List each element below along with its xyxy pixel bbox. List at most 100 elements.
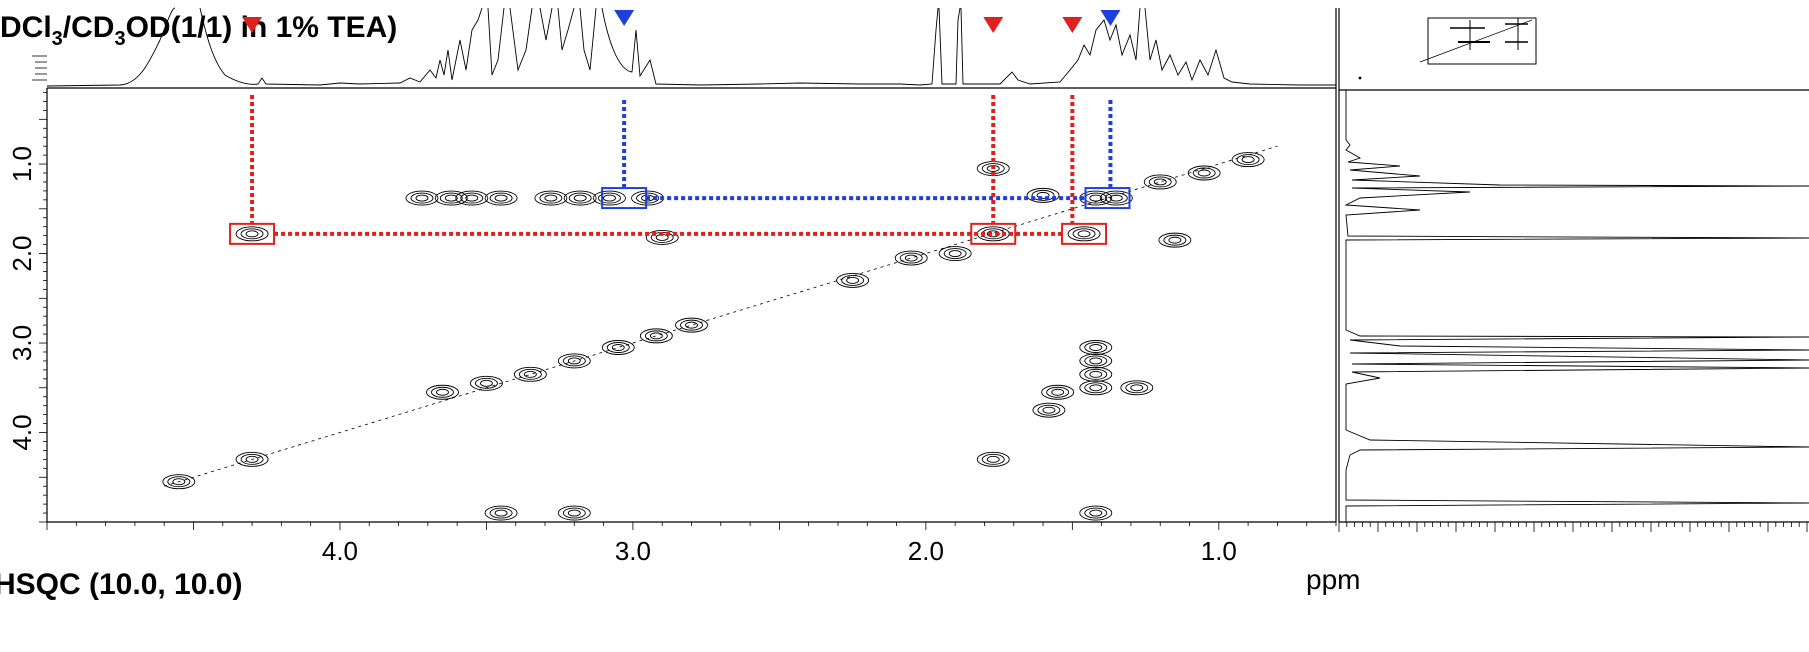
peak-markers <box>242 10 1121 33</box>
contour-ring <box>484 505 518 521</box>
diagonal-ridge <box>164 145 1278 487</box>
contour-ring <box>434 190 468 206</box>
contour-ring <box>904 254 918 262</box>
cross-peak <box>434 190 468 206</box>
contour-ring <box>611 344 625 351</box>
highlight-box <box>1084 187 1131 210</box>
cross-peak <box>513 366 547 382</box>
contour-ring <box>981 228 1005 240</box>
cross-peak <box>469 375 503 391</box>
contour-ring <box>1077 230 1091 238</box>
contour-ring <box>465 194 479 202</box>
contour-ring <box>1148 176 1172 188</box>
contour-ring <box>240 453 264 465</box>
y-tick-label: 4.0 <box>7 414 37 450</box>
contour-ring <box>544 194 558 202</box>
peak-marker-triangle <box>1062 17 1083 33</box>
cross-peak <box>1099 190 1133 206</box>
top-1d-spectrum <box>46 7 1336 87</box>
contour-ring <box>1079 505 1113 521</box>
x-tick-label: 2.0 <box>908 536 944 566</box>
contour-ring <box>1067 226 1101 242</box>
contour-ring <box>1158 232 1192 248</box>
contour-ring <box>240 228 264 240</box>
contour-ring <box>649 332 663 340</box>
contour-ring <box>513 366 547 382</box>
contour-ring <box>162 474 196 490</box>
cross-peak <box>235 226 269 242</box>
cross-peak <box>938 246 972 261</box>
contour-ring <box>167 476 191 488</box>
contour-ring <box>573 194 587 202</box>
cross-peak <box>534 190 568 206</box>
cross-peak <box>1120 380 1154 396</box>
x-tick-label: 1.0 <box>1201 536 1237 566</box>
contour-ring <box>439 192 463 204</box>
cross-peak <box>1079 340 1113 355</box>
cross-peak <box>601 340 635 355</box>
contour-ring <box>484 190 518 206</box>
contour-ring <box>444 194 458 202</box>
peak-marker-triangle <box>983 17 1004 33</box>
cross-peak <box>405 190 439 206</box>
contour-ring <box>1031 189 1055 201</box>
cross-peak <box>426 384 459 400</box>
contour-ring <box>1037 404 1061 416</box>
contour-ring <box>981 453 1005 465</box>
contour-ring <box>469 375 503 391</box>
cross-peak <box>1041 384 1075 400</box>
highlight-box <box>229 222 276 245</box>
contour-ring <box>539 192 563 204</box>
x-tick-label: 3.0 <box>615 536 651 566</box>
contour-ring <box>948 250 962 257</box>
cross-peak <box>1158 232 1192 248</box>
contour-ring <box>235 451 269 467</box>
contour-ring <box>1084 382 1108 394</box>
contour-ring <box>1163 234 1187 246</box>
contour-ring <box>1120 380 1154 396</box>
highlight-box <box>1061 222 1108 245</box>
cross-peak <box>484 505 518 521</box>
contour-peaks <box>162 152 1265 521</box>
contour-ring <box>1197 169 1211 177</box>
cross-peak <box>455 190 489 206</box>
contour-ring <box>1089 194 1103 202</box>
cross-peak <box>894 250 928 266</box>
contour-ring <box>568 192 592 204</box>
contour-ring <box>976 451 1010 467</box>
cross-peak <box>1079 505 1113 521</box>
contour-ring <box>1041 384 1075 400</box>
contour-ring <box>415 194 429 202</box>
correlation-connectors <box>250 95 1113 236</box>
contour-ring <box>1241 156 1255 164</box>
contour-ring <box>675 317 708 333</box>
y-tick-label: 2.0 <box>7 235 37 271</box>
contour-ring <box>567 357 581 365</box>
contour-ring <box>1032 402 1066 418</box>
contour-ring <box>1079 190 1113 206</box>
contour-ring <box>841 274 865 286</box>
contour-ring <box>593 190 626 206</box>
contour-ring <box>894 250 928 266</box>
cross-peak <box>1187 165 1221 181</box>
contour-ring <box>1104 192 1128 204</box>
contour-ring <box>1153 178 1167 186</box>
cross-peak <box>593 190 626 206</box>
contour-ring <box>245 455 259 463</box>
cross-peak <box>235 451 269 467</box>
contour-ring <box>1072 228 1096 240</box>
contour-ring <box>846 276 860 284</box>
contour-ring <box>685 321 698 329</box>
contour-ring <box>1089 370 1103 378</box>
y-axis-ticks: 1.0 2.0 3.0 4.0 <box>7 92 47 523</box>
contour-ring <box>562 507 586 519</box>
contour-ring <box>1143 174 1177 190</box>
highlight-boxes <box>229 187 1131 245</box>
figure-title: DCl3/CD3OD(1/1) in 1% TEA) <box>0 11 397 50</box>
contour-ring <box>436 388 449 396</box>
contour-ring <box>1079 340 1113 355</box>
contour-ring <box>494 194 508 202</box>
contour-ring <box>943 248 967 259</box>
contour-ring <box>405 190 439 206</box>
contour-ring <box>1089 344 1103 351</box>
